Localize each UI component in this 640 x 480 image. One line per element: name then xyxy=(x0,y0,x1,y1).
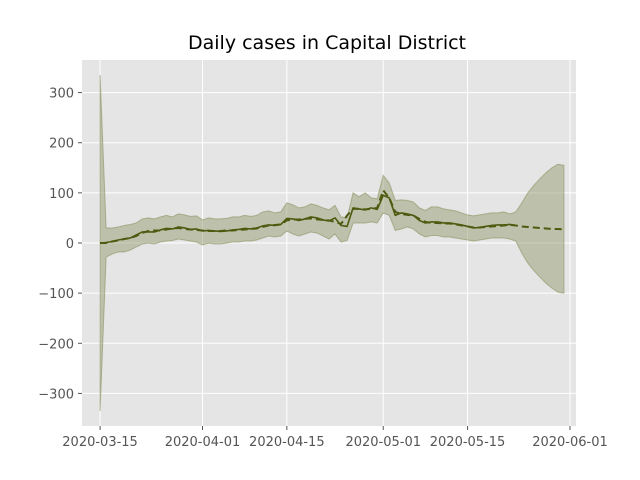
x-tick-label: 2020-04-01 xyxy=(165,435,241,450)
series-lines-layer xyxy=(100,189,565,244)
x-tick-label: 2020-05-15 xyxy=(430,435,506,450)
y-tick-label: 100 xyxy=(49,187,74,202)
y-tick-label: 200 xyxy=(49,137,74,152)
x-axis-ticks: 2020-03-15 2020-04-01 2020-04-15 2020-05-01… xyxy=(62,426,608,450)
y-axis-ticks: −300 −200 −100 0 100 200 300 xyxy=(38,87,82,402)
grid-lines xyxy=(82,60,576,426)
series-line-dashed xyxy=(100,189,565,244)
x-tick-label: 2020-03-15 xyxy=(62,435,138,450)
y-tick-label: 0 xyxy=(66,237,74,252)
y-tick-label: −300 xyxy=(38,387,74,402)
y-tick-label: −200 xyxy=(38,337,74,352)
y-tick-label: 300 xyxy=(49,87,74,102)
x-tick-label: 2020-05-01 xyxy=(345,435,421,450)
confidence-band xyxy=(99,75,565,411)
confidence-band-layer xyxy=(99,75,565,411)
chart-title: Daily cases in Capital District xyxy=(188,32,466,54)
x-tick-label: 2020-04-15 xyxy=(249,435,325,450)
x-tick-label: 2020-06-01 xyxy=(532,435,608,450)
y-tick-label: −100 xyxy=(38,287,74,302)
